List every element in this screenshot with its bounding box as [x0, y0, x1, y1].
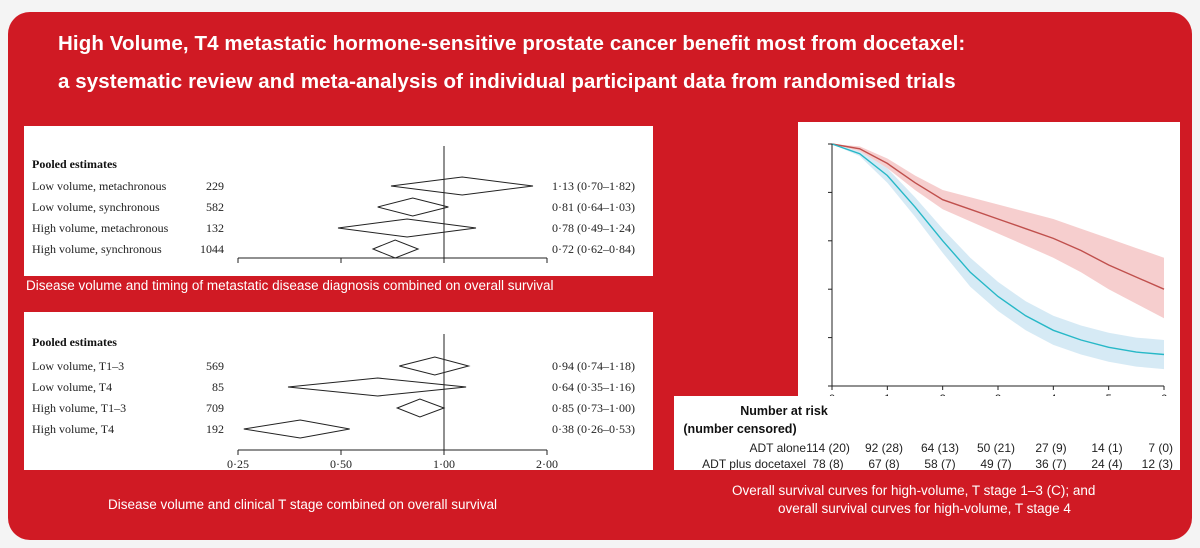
forest-row-estimate: 0·81 (0·64–1·03)	[552, 200, 635, 214]
risk-cell: 14 (1)	[1091, 441, 1122, 455]
forest-row-label: Low volume, metachronous	[32, 179, 167, 193]
risk-cell: 7 (0)	[1148, 441, 1173, 455]
forest-heading: Pooled estimates	[32, 157, 117, 171]
risk-cell: 49 (7)	[980, 457, 1011, 470]
forest-row-n: 569	[206, 359, 224, 373]
number-at-risk-table: Number at risk (number censored) ADT alone…	[674, 396, 1180, 470]
forest-row-estimate: 0·38 (0·26–0·53)	[552, 422, 635, 436]
forest-x-tick-label: 1·00	[433, 457, 455, 470]
forest-row-n: 709	[206, 401, 224, 415]
forest-plot-b-svg: Pooled estimates Low volume, T1–3 569 0·94 …	[32, 334, 635, 470]
forest-plot-volume-tstage: Pooled estimates Low volume, T1–3 569 0·94 …	[24, 312, 653, 470]
survival-ci-band-1	[832, 144, 1164, 370]
caption-panel-c-line-1: Overall survival curves for high-volume,…	[732, 483, 1096, 498]
forest-diamond	[287, 377, 467, 397]
risk-header-line-1: Number at risk	[740, 404, 828, 418]
forest-diamond	[399, 356, 471, 376]
caption-panel-c-line-2: overall survival curves for high-volume,…	[778, 501, 1071, 516]
forest-row-n: 85	[212, 380, 224, 394]
risk-cell: 78 (8)	[812, 457, 843, 470]
risk-cell: 24 (4)	[1091, 457, 1122, 470]
forest-plot-volume-timing: Pooled estimates Low volume, metachronous…	[24, 126, 653, 276]
forest-row-label: High volume, metachronous	[32, 221, 169, 235]
risk-cell: 12 (3)	[1142, 457, 1173, 470]
risk-cell: 92 (28)	[865, 441, 903, 455]
forest-row-n: 229	[206, 179, 224, 193]
caption-panel-b: Disease volume and clinical T stage comb…	[108, 497, 497, 512]
survival-curve-panel: 0123456Analysis time (years)	[798, 122, 1180, 422]
forest-diamond	[377, 197, 449, 217]
risk-cell: 114 (20)	[806, 441, 850, 455]
risk-cell: 64 (13)	[921, 441, 959, 455]
forest-x-tick-label: 2·00	[536, 457, 558, 470]
forest-row-estimate: 0·85 (0·73–1·00)	[552, 401, 635, 415]
title-line-1: High Volume, T4 metastatic hormone-sensi…	[58, 32, 966, 55]
survival-ci-band-0	[832, 144, 1164, 319]
forest-x-tick-label: 0·50	[330, 457, 352, 470]
forest-row-n: 1044	[200, 242, 224, 256]
forest-row-label: Low volume, synchronous	[32, 200, 160, 214]
risk-table-svg: Number at risk (number censored) ADT alone…	[683, 404, 1173, 470]
forest-diamond	[395, 398, 446, 418]
forest-row-estimate: 0·72 (0·62–0·84)	[552, 242, 635, 256]
forest-row-n: 132	[206, 221, 224, 235]
survival-curve-1	[831, 143, 1165, 356]
forest-diamond	[390, 176, 534, 196]
forest-row-n: 192	[206, 422, 224, 436]
forest-plot-a-svg: Pooled estimates Low volume, metachronous…	[32, 146, 635, 263]
survival-curve-svg: 0123456Analysis time (years)	[828, 143, 1167, 422]
forest-row-label: Low volume, T4	[32, 380, 112, 394]
title-line-2: a systematic review and meta-analysis of…	[58, 70, 956, 93]
forest-row-label: High volume, T1–3	[32, 401, 126, 415]
forest-heading: Pooled estimates	[32, 335, 117, 349]
survival-curve-0	[831, 143, 1165, 290]
forest-row-estimate: 0·78 (0·49–1·24)	[552, 221, 635, 235]
risk-row-label: ADT plus docetaxel	[702, 457, 806, 470]
forest-diamond	[371, 239, 420, 259]
infographic-card: High Volume, T4 metastatic hormone-sensi…	[8, 12, 1192, 540]
forest-row-label: High volume, synchronous	[32, 242, 162, 256]
forest-row-estimate: 0·94 (0·74–1·18)	[552, 359, 635, 373]
forest-diamond	[337, 218, 477, 238]
forest-x-tick-label: 0·25	[227, 457, 249, 470]
forest-row-label: High volume, T4	[32, 422, 114, 436]
risk-cell: 58 (7)	[924, 457, 955, 470]
risk-cell: 27 (9)	[1035, 441, 1066, 455]
forest-row-estimate: 0·64 (0·35–1·16)	[552, 380, 635, 394]
risk-cell: 67 (8)	[868, 457, 899, 470]
caption-panel-a: Disease volume and timing of metastatic …	[26, 278, 554, 293]
risk-cell: 50 (21)	[977, 441, 1015, 455]
forest-diamond	[243, 419, 350, 439]
forest-row-n: 582	[206, 200, 224, 214]
risk-header-line-2: (number censored)	[683, 422, 796, 436]
forest-row-estimate: 1·13 (0·70–1·82)	[552, 179, 635, 193]
forest-row-label: Low volume, T1–3	[32, 359, 124, 373]
risk-cell: 36 (7)	[1035, 457, 1066, 470]
risk-row-label: ADT alone	[750, 441, 807, 455]
